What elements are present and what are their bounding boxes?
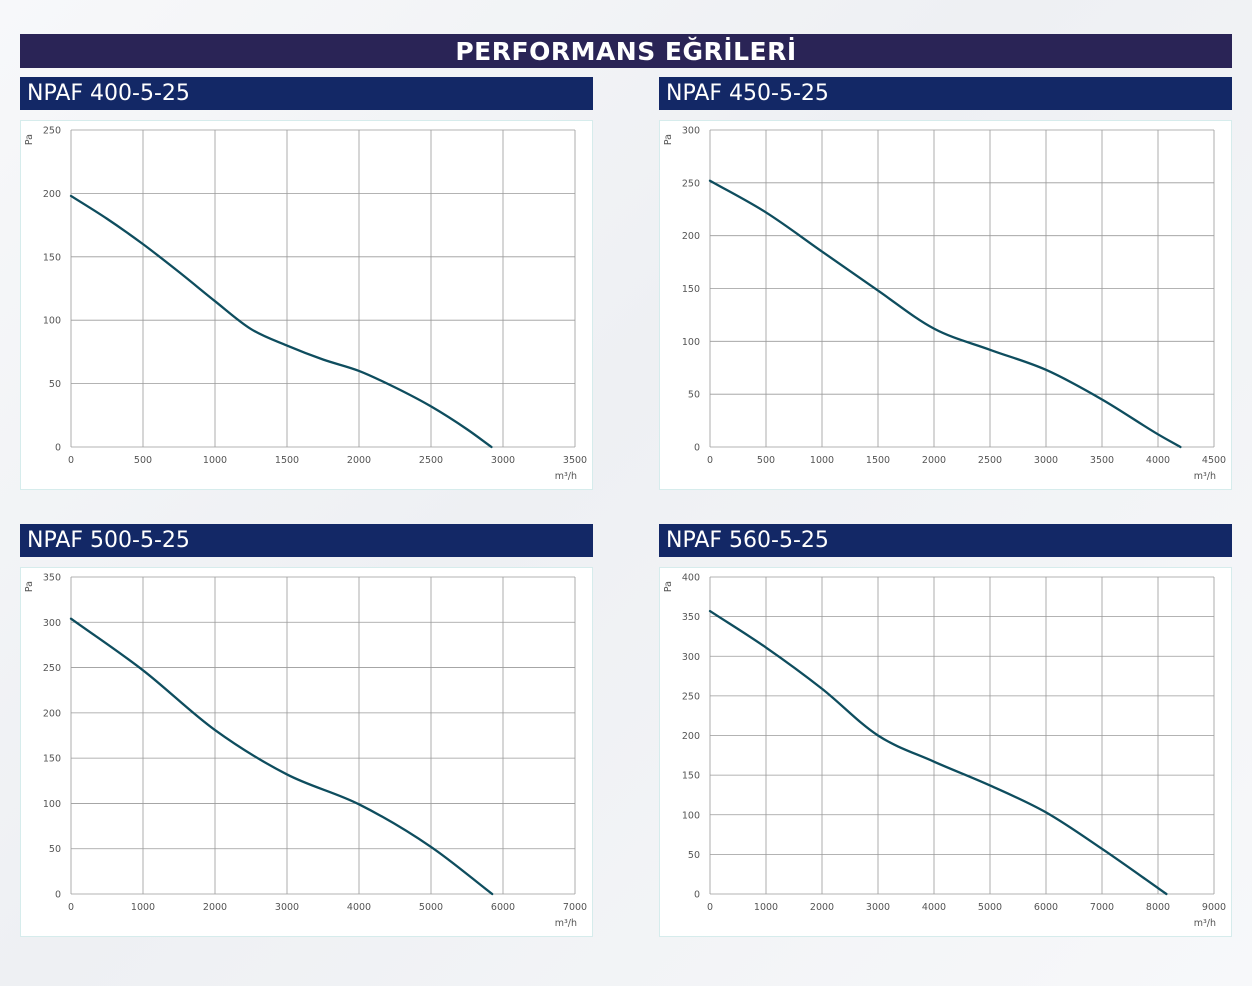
chart-panel-4: NPAF 560-5-25 0 1000 2000 3000 4000 5000 6000 7…	[659, 524, 1232, 940]
y-tick-label: 50	[688, 850, 700, 861]
x-tick-label: 4000	[347, 902, 371, 913]
x-tick-label: 2000	[203, 902, 227, 913]
x-tick-label: 500	[757, 455, 775, 466]
y-tick-label: 350	[43, 573, 61, 584]
y-tick-label: 100	[682, 810, 700, 821]
y-tick-label: 0	[55, 443, 61, 454]
chart-area: 0 1000 2000 3000 4000 5000 6000 7000 8000 9000 0 50…	[659, 567, 1232, 937]
x-tick-label: 3000	[1034, 455, 1058, 466]
performance-curve	[708, 179, 1182, 449]
y-tick-label: 100	[43, 316, 61, 327]
chart-area: 0 1000 2000 3000 4000 5000 6000 7000 0 50 100 150 20…	[20, 567, 593, 937]
performance-chart-npaf-500: 0 1000 2000 3000 4000 5000 6000 7000 0 50 100 150 20…	[24, 573, 587, 930]
x-tick-label: 3000	[275, 902, 299, 913]
y-axis-label: Pa	[663, 581, 674, 592]
x-tick-label: 6000	[491, 902, 515, 913]
y-tick-label: 50	[688, 390, 700, 401]
y-tick-label: 250	[682, 178, 700, 189]
y-tick-label: 50	[49, 844, 61, 855]
chart-title: NPAF 560-5-25	[659, 524, 1232, 557]
y-tick-label: 0	[694, 890, 700, 901]
chart-area: 0 500 1000 1500 2000 2500 3000 3500 4000 4500 0 50 1…	[659, 120, 1232, 490]
y-tick-label: 300	[43, 618, 61, 629]
x-tick-label: 2500	[419, 455, 443, 466]
x-tick-label: 4500	[1202, 455, 1226, 466]
x-tick-label: 5000	[978, 902, 1002, 913]
x-tick-label: 1000	[754, 902, 778, 913]
y-tick-label: 150	[682, 771, 700, 782]
chart-title: NPAF 450-5-25	[659, 77, 1232, 110]
y-tick-label: 200	[682, 231, 700, 242]
chart-panel-3: NPAF 500-5-25 0 1000 2000 3000 4000 5000 6000 7…	[20, 524, 593, 940]
x-tick-label: 0	[707, 902, 713, 913]
x-tick-label: 4000	[922, 902, 946, 913]
x-tick-label: 8000	[1146, 902, 1170, 913]
y-axis-label: Pa	[24, 581, 35, 592]
x-tick-label: 7000	[563, 902, 587, 913]
x-tick-label: 0	[707, 455, 713, 466]
y-tick-label: 100	[682, 337, 700, 348]
x-tick-label: 2000	[810, 902, 834, 913]
y-tick-label: 300	[682, 652, 700, 663]
x-axis-label: m³/h	[1194, 471, 1216, 482]
x-tick-label: 3000	[866, 902, 890, 913]
y-tick-label: 0	[694, 443, 700, 454]
x-tick-label: 3000	[491, 455, 515, 466]
y-tick-label: 0	[55, 890, 61, 901]
chart-title: NPAF 500-5-25	[20, 524, 593, 557]
x-tick-label: 1000	[131, 902, 155, 913]
y-tick-label: 150	[682, 284, 700, 295]
x-tick-label: 1000	[203, 455, 227, 466]
performance-curve	[69, 194, 493, 449]
y-tick-label: 150	[43, 754, 61, 765]
y-axis-label: Pa	[24, 134, 35, 145]
y-tick-label: 50	[49, 379, 61, 390]
y-tick-label: 350	[682, 612, 700, 623]
y-axis-label: Pa	[663, 134, 674, 145]
y-tick-label: 150	[43, 252, 61, 263]
chart-area: 0 500 1000 1500 2000 2500 3000 3500 0 50 100 150 200…	[20, 120, 593, 490]
y-tick-label: 400	[682, 573, 700, 584]
page-title: PERFORMANS EĞRİLERİ	[20, 34, 1232, 68]
y-tick-label: 200	[682, 731, 700, 742]
x-axis-label: m³/h	[555, 471, 577, 482]
y-tick-label: 200	[43, 189, 61, 200]
x-tick-label: 9000	[1202, 902, 1226, 913]
x-tick-label: 7000	[1090, 902, 1114, 913]
x-tick-label: 6000	[1034, 902, 1058, 913]
chart-panel-2: NPAF 450-5-25 0 500 1000 1500 2000 2500 3000 35…	[659, 77, 1232, 493]
x-tick-label: 1500	[866, 455, 890, 466]
chart-title: NPAF 400-5-25	[20, 77, 593, 110]
x-tick-label: 1000	[810, 455, 834, 466]
x-tick-label: 2500	[978, 455, 1002, 466]
x-axis-label: m³/h	[555, 918, 577, 929]
performance-curve	[708, 609, 1168, 896]
performance-chart-npaf-560: 0 1000 2000 3000 4000 5000 6000 7000 8000 9000 0 50…	[663, 573, 1226, 930]
x-tick-label: 5000	[419, 902, 443, 913]
performance-chart-npaf-400: 0 500 1000 1500 2000 2500 3000 3500 0 50 100 150 200…	[24, 126, 587, 483]
chart-panel-1: NPAF 400-5-25 0 500 1000 1500 2000 2500 3000 35…	[20, 77, 593, 493]
x-tick-label: 500	[134, 455, 152, 466]
y-tick-label: 300	[682, 126, 700, 137]
performance-curve	[69, 617, 494, 896]
y-tick-label: 250	[43, 663, 61, 674]
x-tick-label: 0	[68, 902, 74, 913]
x-tick-label: 2000	[922, 455, 946, 466]
x-tick-label: 2000	[347, 455, 371, 466]
x-tick-label: 4000	[1146, 455, 1170, 466]
x-tick-label: 3500	[1090, 455, 1114, 466]
y-tick-label: 250	[682, 691, 700, 702]
y-tick-label: 250	[43, 126, 61, 137]
x-tick-label: 3500	[563, 455, 587, 466]
performance-chart-npaf-450: 0 500 1000 1500 2000 2500 3000 3500 4000 4500 0 50 1…	[663, 126, 1226, 483]
x-tick-label: 1500	[275, 455, 299, 466]
x-tick-label: 0	[68, 455, 74, 466]
y-tick-label: 200	[43, 708, 61, 719]
y-tick-label: 100	[43, 799, 61, 810]
x-axis-label: m³/h	[1194, 918, 1216, 929]
